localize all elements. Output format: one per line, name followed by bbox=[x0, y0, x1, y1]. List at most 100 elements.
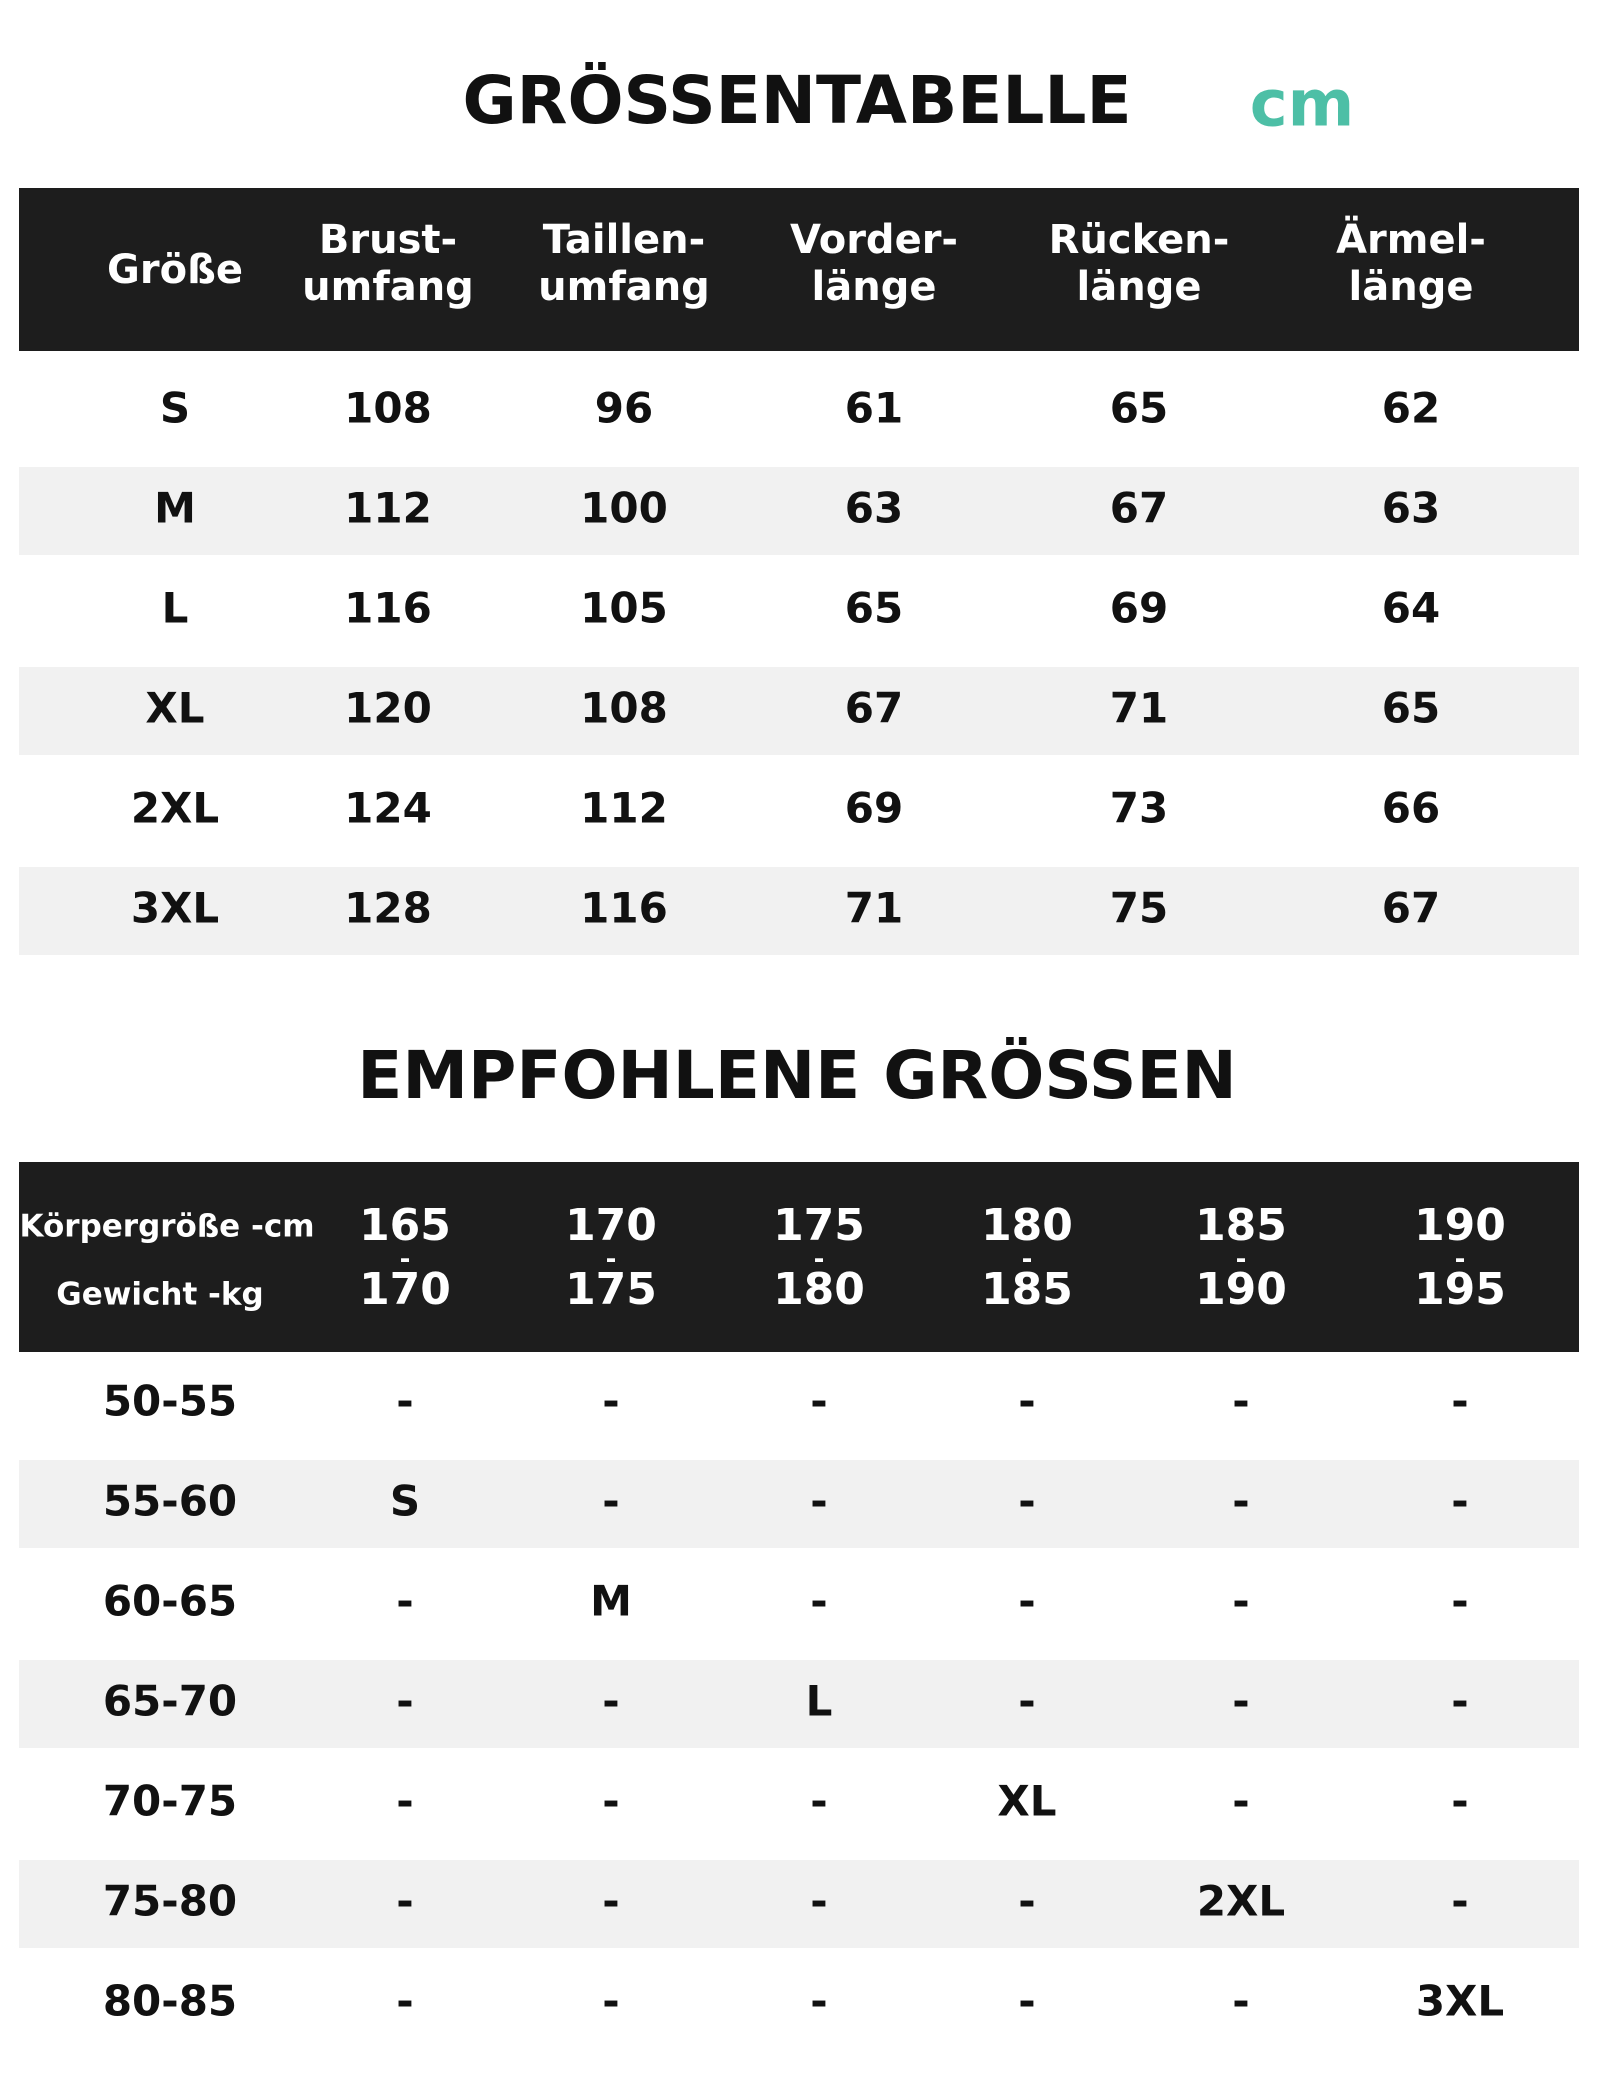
header-cell: 190 bbox=[1195, 1264, 1287, 1315]
unit: cm bbox=[1250, 68, 1355, 142]
cell: - bbox=[1018, 1477, 1035, 1526]
header-cell: - bbox=[400, 1245, 411, 1275]
cell: 75 bbox=[1110, 884, 1168, 933]
row-shade bbox=[19, 1660, 1579, 1748]
cell: - bbox=[1451, 1777, 1468, 1826]
header-cell: - bbox=[1022, 1245, 1033, 1275]
cell: 116 bbox=[580, 884, 668, 933]
cell: 67 bbox=[1110, 484, 1168, 533]
cell: S bbox=[390, 1477, 420, 1526]
cell: 128 bbox=[344, 884, 432, 933]
header-cell: 175 bbox=[773, 1200, 865, 1251]
header-cell: Rücken- bbox=[1049, 217, 1230, 263]
cell: - bbox=[602, 1977, 619, 2026]
header-label: Gewicht -kg bbox=[56, 1277, 263, 1313]
cell: - bbox=[810, 1477, 827, 1526]
header-band bbox=[19, 188, 1579, 351]
cell: 124 bbox=[344, 784, 432, 833]
header-cell: - bbox=[1236, 1245, 1247, 1275]
cell: 69 bbox=[845, 784, 903, 833]
header-label: Körpergröße -cm bbox=[20, 1209, 315, 1245]
header-cell: - bbox=[606, 1245, 617, 1275]
header-cell: länge bbox=[1349, 264, 1474, 310]
cell: 70-75 bbox=[103, 1777, 237, 1826]
header-cell: 180 bbox=[981, 1200, 1073, 1251]
cell: 67 bbox=[845, 684, 903, 733]
cell: 2XL bbox=[1197, 1877, 1285, 1926]
cell: - bbox=[602, 1877, 619, 1926]
cell: 112 bbox=[580, 784, 668, 833]
cell: 66 bbox=[1382, 784, 1440, 833]
cell: - bbox=[396, 1977, 413, 2026]
cell: XL bbox=[997, 1777, 1056, 1826]
header-cell: länge bbox=[812, 264, 937, 310]
header-cell: Größe bbox=[107, 247, 243, 293]
row-shade bbox=[19, 1860, 1579, 1948]
cell: 105 bbox=[580, 584, 668, 633]
cell: 120 bbox=[344, 684, 432, 733]
header-cell: Vorder- bbox=[790, 217, 958, 263]
header-cell: 175 bbox=[565, 1264, 657, 1315]
cell: 65 bbox=[845, 584, 903, 633]
cell: - bbox=[1232, 1377, 1249, 1426]
cell: - bbox=[396, 1577, 413, 1626]
cell: - bbox=[602, 1477, 619, 1526]
cell: - bbox=[1451, 1677, 1468, 1726]
cell: 65 bbox=[1382, 684, 1440, 733]
cell: 61 bbox=[845, 384, 903, 433]
header-cell: umfang bbox=[538, 264, 710, 310]
cell: 116 bbox=[344, 584, 432, 633]
header-cell: 185 bbox=[981, 1264, 1073, 1315]
cell: - bbox=[810, 1977, 827, 2026]
cell: - bbox=[1018, 1877, 1035, 1926]
cell: - bbox=[1232, 1777, 1249, 1826]
cell: 2XL bbox=[131, 784, 219, 833]
cell: 65-70 bbox=[103, 1677, 237, 1726]
cell: - bbox=[1232, 1677, 1249, 1726]
cell: 96 bbox=[595, 384, 653, 433]
cell: 100 bbox=[580, 484, 668, 533]
cell: 3XL bbox=[131, 884, 219, 933]
cell: - bbox=[1451, 1377, 1468, 1426]
header-cell: Brust- bbox=[319, 217, 457, 263]
cell: - bbox=[1451, 1577, 1468, 1626]
cell: - bbox=[1451, 1877, 1468, 1926]
row-shade bbox=[19, 867, 1579, 955]
cell: 60-65 bbox=[103, 1577, 237, 1626]
cell: - bbox=[396, 1377, 413, 1426]
header-cell: Ärmel- bbox=[1336, 215, 1486, 263]
header-cell: 185 bbox=[1195, 1200, 1287, 1251]
cell: 65 bbox=[1110, 384, 1168, 433]
cell: - bbox=[602, 1377, 619, 1426]
header-band bbox=[19, 1162, 1579, 1352]
cell: L bbox=[806, 1677, 833, 1726]
cell: - bbox=[396, 1877, 413, 1926]
header-cell: 190 bbox=[1414, 1200, 1506, 1251]
cell: 112 bbox=[344, 484, 432, 533]
cell: 3XL bbox=[1416, 1977, 1504, 2026]
header-cell: 180 bbox=[773, 1264, 865, 1315]
cell: 71 bbox=[845, 884, 903, 933]
cell: - bbox=[602, 1777, 619, 1826]
cell: - bbox=[810, 1877, 827, 1926]
header-cell: 195 bbox=[1414, 1264, 1506, 1315]
cell: - bbox=[1018, 1577, 1035, 1626]
cell: S bbox=[160, 384, 190, 433]
cell: - bbox=[1232, 1477, 1249, 1526]
cell: 80-85 bbox=[103, 1977, 237, 2026]
cell: - bbox=[602, 1677, 619, 1726]
cell: 50-55 bbox=[103, 1377, 237, 1426]
header-cell: 170 bbox=[565, 1200, 657, 1251]
cell: 75-80 bbox=[103, 1877, 237, 1926]
header-cell: - bbox=[814, 1245, 825, 1275]
header-cell: 165 bbox=[359, 1200, 451, 1251]
cell: 63 bbox=[1382, 484, 1440, 533]
cell: - bbox=[396, 1777, 413, 1826]
row-shade bbox=[19, 1460, 1579, 1548]
cell: 71 bbox=[1110, 684, 1168, 733]
header-cell: Taillen- bbox=[543, 217, 705, 263]
cell: 55-60 bbox=[103, 1477, 237, 1526]
header-cell: - bbox=[1455, 1245, 1466, 1275]
